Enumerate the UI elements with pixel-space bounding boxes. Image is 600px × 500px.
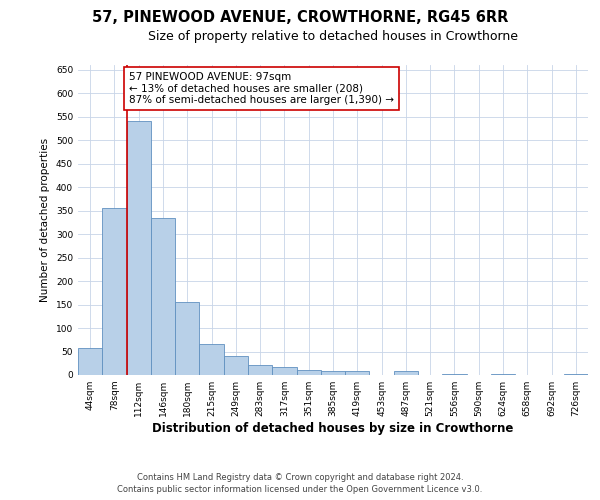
Bar: [151, 218, 175, 375]
Bar: [394, 371, 418, 375]
Bar: [491, 374, 515, 375]
Bar: [127, 122, 151, 375]
Bar: [272, 367, 296, 375]
Bar: [102, 208, 127, 375]
Bar: [321, 371, 345, 375]
Bar: [248, 364, 272, 375]
Text: 57, PINEWOOD AVENUE, CROWTHORNE, RG45 6RR: 57, PINEWOOD AVENUE, CROWTHORNE, RG45 6R…: [92, 10, 508, 25]
Text: 57 PINEWOOD AVENUE: 97sqm
← 13% of detached houses are smaller (208)
87% of semi: 57 PINEWOOD AVENUE: 97sqm ← 13% of detac…: [129, 72, 394, 105]
Bar: [224, 356, 248, 375]
Bar: [345, 371, 370, 375]
Y-axis label: Number of detached properties: Number of detached properties: [40, 138, 50, 302]
Bar: [564, 374, 588, 375]
Bar: [78, 348, 102, 375]
X-axis label: Distribution of detached houses by size in Crowthorne: Distribution of detached houses by size …: [152, 422, 514, 435]
Bar: [296, 370, 321, 375]
Bar: [175, 302, 199, 375]
Bar: [442, 374, 467, 375]
Title: Size of property relative to detached houses in Crowthorne: Size of property relative to detached ho…: [148, 30, 518, 43]
Bar: [199, 344, 224, 375]
Text: Contains HM Land Registry data © Crown copyright and database right 2024.
Contai: Contains HM Land Registry data © Crown c…: [118, 473, 482, 494]
